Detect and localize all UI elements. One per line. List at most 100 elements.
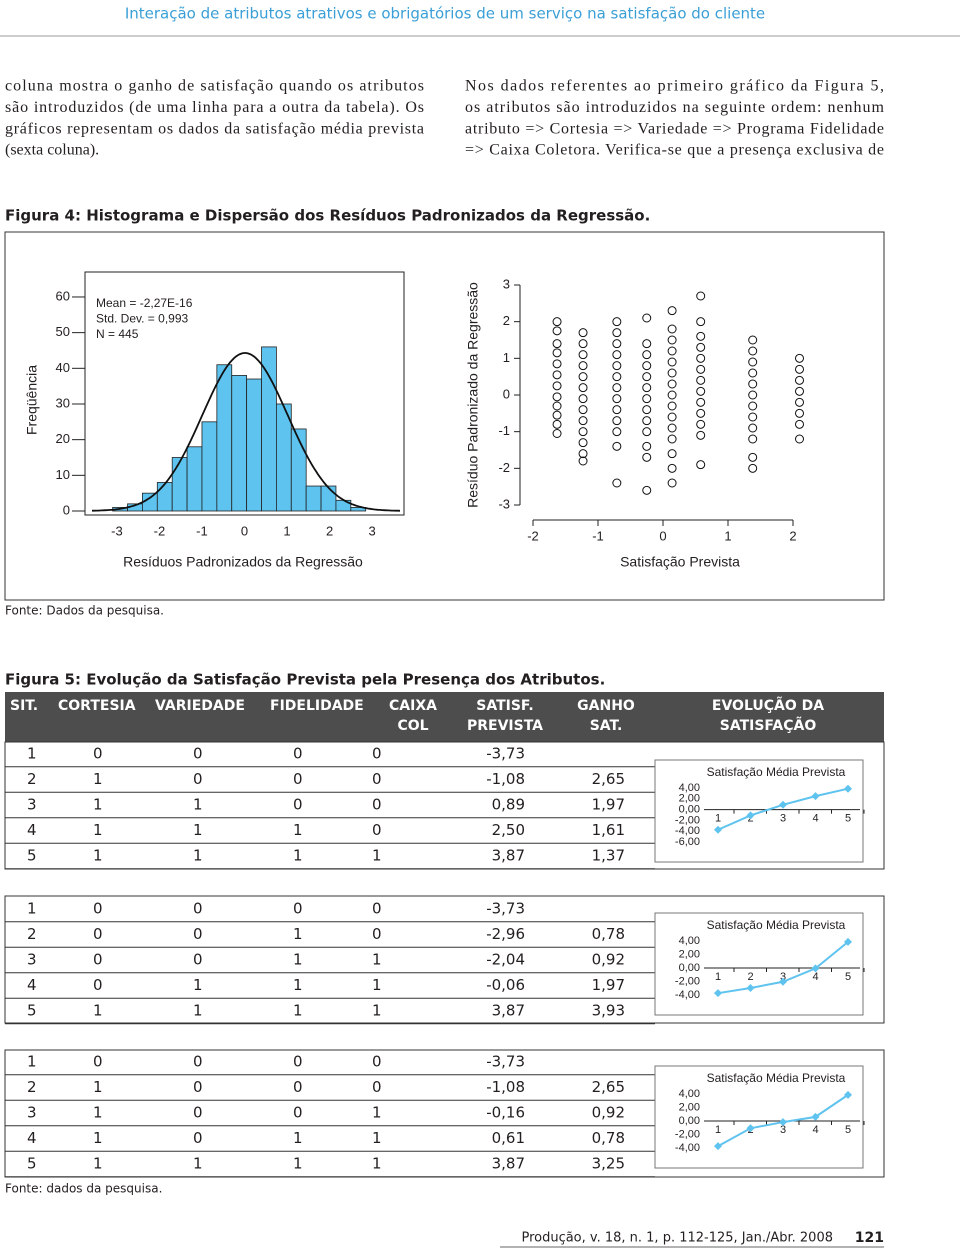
table-cell: 1	[293, 976, 303, 994]
table-cell: 0	[372, 821, 382, 839]
scatter-point	[552, 401, 562, 411]
citation: Produção, v. 18, n. 1, p. 112-125, Jan./…	[521, 1231, 833, 1246]
x-tick-label: 4	[812, 813, 818, 825]
table-cell: 3	[27, 951, 37, 969]
scatter-point	[612, 416, 622, 426]
table-cell: 2	[27, 770, 37, 788]
scatter-point	[612, 394, 622, 404]
table-cell: 1	[93, 1155, 103, 1173]
x-axis-title: Resíduos Padronizados da Regressão	[123, 554, 363, 570]
y-tick-label: 4,00	[679, 782, 700, 794]
line-point	[779, 1118, 787, 1127]
scatter-point	[578, 394, 588, 404]
table-cell: 3,87	[492, 1002, 525, 1020]
y-tick-label: -2,00	[675, 1128, 700, 1140]
scatter-point	[748, 412, 758, 422]
table-cell: 0	[193, 1078, 203, 1096]
table-cell: 1	[293, 925, 303, 943]
table-cell: 0	[93, 925, 103, 943]
running-header: Interação de atributos atrativos e obrig…	[125, 5, 765, 23]
scatter-point	[642, 405, 652, 415]
table-cell: 0	[93, 1053, 103, 1071]
table-cell: -2,04	[486, 951, 525, 969]
scatter-point	[612, 383, 622, 393]
scatter-point	[578, 456, 588, 466]
column-header: FIDELIDADE	[270, 698, 364, 714]
x-tick-label: 5	[845, 971, 851, 983]
column-header: EVOLUÇÃO DA	[712, 697, 824, 714]
scatter-point	[612, 350, 622, 360]
scatter-point	[642, 361, 652, 371]
x-tick-label: 3	[780, 813, 786, 825]
scatter-point	[795, 434, 804, 444]
table-cell: 1	[93, 770, 103, 788]
table-cell: -1,08	[486, 1078, 525, 1096]
paragraph-line: (sexta coluna).	[5, 142, 99, 159]
y-tick-label: 2,00	[679, 793, 700, 805]
table-cell: 1	[372, 847, 382, 865]
scatter-point	[612, 427, 622, 437]
line-point	[844, 937, 852, 946]
column-header: PREVISTA	[467, 718, 543, 734]
figure-source: Fonte: Dados da pesquisa.	[5, 604, 164, 618]
y-tick-label: 0	[503, 386, 510, 401]
paragraph-line: os atributos são introduzidos na seguint…	[465, 99, 885, 116]
scatter-point	[667, 346, 677, 356]
table-cell: 5	[27, 1155, 37, 1173]
annotation: N = 445	[96, 327, 139, 341]
table-cell: 1	[93, 1078, 103, 1096]
scatter-point	[642, 452, 652, 462]
table-cell: 1	[293, 1155, 303, 1173]
table-cell: 0	[372, 1053, 382, 1071]
table-cell: 0	[293, 770, 303, 788]
scatter-point	[696, 460, 706, 470]
table-cell: 0	[372, 796, 382, 814]
x-tick-label: -1	[196, 523, 208, 538]
table-cell: 1	[93, 796, 103, 814]
table-cell: 1	[293, 821, 303, 839]
scatter-point	[667, 368, 677, 378]
scatter-point	[642, 339, 652, 349]
scatter-point	[667, 379, 677, 389]
scatter-point	[552, 326, 562, 336]
column-header: VARIEDADE	[155, 698, 245, 714]
plot-frame	[84, 271, 405, 516]
scatter-point	[578, 416, 588, 426]
scatter-point	[667, 478, 677, 488]
table-cell: 1	[27, 1053, 37, 1071]
table-cell: 0	[372, 745, 382, 763]
table-cell: 2,65	[592, 770, 625, 788]
y-tick-label: 50	[56, 324, 70, 339]
table-cell: 0	[193, 1053, 203, 1071]
table-cell: 1	[372, 1002, 382, 1020]
scatter-point	[696, 419, 706, 429]
scatter-point	[552, 317, 562, 327]
scatter-point	[612, 339, 622, 349]
table-cell: -0,06	[486, 976, 525, 994]
table-cell: 5	[27, 847, 37, 865]
line-point	[746, 1124, 755, 1133]
scatter-point	[578, 449, 588, 459]
scatter-point	[748, 346, 758, 356]
table-cell: 1	[193, 821, 203, 839]
scatter-point	[667, 463, 677, 473]
table-cell: 0	[372, 900, 382, 918]
line-point	[779, 800, 787, 809]
table-cell: 1	[193, 976, 203, 994]
scatter-point	[696, 317, 706, 327]
table-cell: 1	[293, 1129, 303, 1147]
scatter-point	[552, 348, 562, 358]
table-cell: 2,65	[592, 1078, 625, 1096]
y-tick-label: -6,00	[675, 836, 700, 848]
annotation: Std. Dev. = 0,993	[96, 312, 188, 326]
table-cell: 0	[193, 1104, 203, 1122]
table-cell: 1	[293, 847, 303, 865]
x-tick-label: 1	[724, 528, 731, 543]
scatter-point	[612, 441, 622, 451]
table-cell: -3,73	[486, 1053, 525, 1071]
scatter-point	[667, 449, 677, 459]
table-cell: 3,87	[492, 1155, 525, 1173]
mini-chart-title: Satisfação Média Prevista	[707, 1071, 846, 1085]
y-tick-label: 4,00	[679, 1088, 700, 1100]
scatter-point	[748, 379, 758, 389]
